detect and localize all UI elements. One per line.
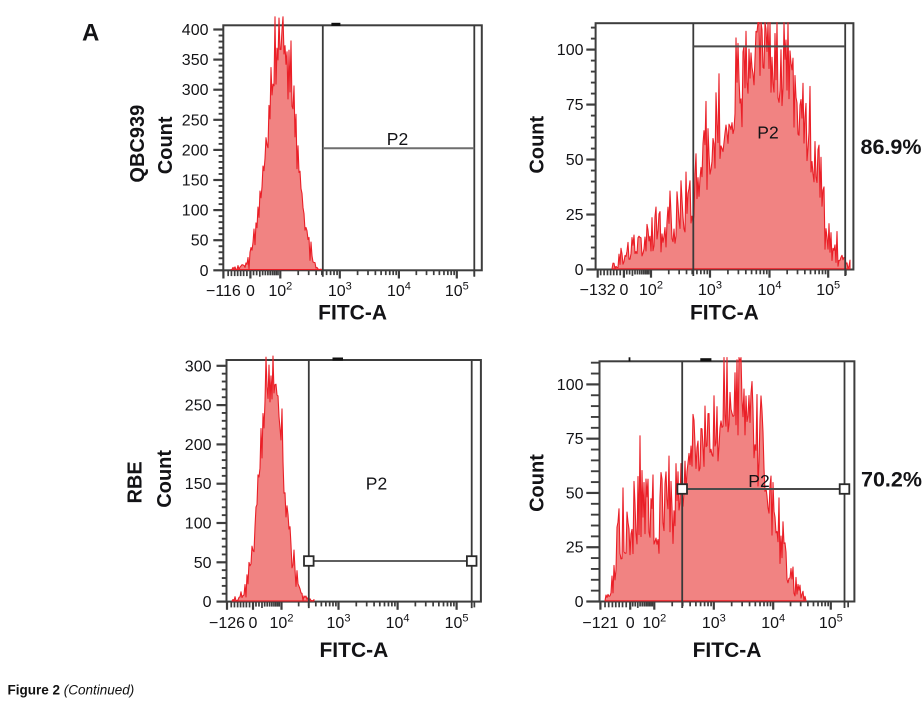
svg-text:FITC-A: FITC-A <box>319 639 388 662</box>
svg-text:−116: −116 <box>206 283 241 300</box>
svg-text:P2: P2 <box>748 471 769 491</box>
svg-text:0: 0 <box>626 615 635 632</box>
svg-text:350: 350 <box>182 52 209 69</box>
svg-text:75: 75 <box>566 431 584 448</box>
svg-text:100: 100 <box>557 42 584 59</box>
svg-text:250: 250 <box>182 112 209 129</box>
svg-text:50: 50 <box>194 555 212 572</box>
svg-text:70.2%: 70.2% <box>861 467 922 491</box>
svg-text:250: 250 <box>185 398 212 415</box>
svg-text:RBE: RBE <box>125 461 147 503</box>
svg-text:QBC939: QBC939 <box>127 105 149 183</box>
svg-text:50: 50 <box>566 485 584 502</box>
svg-text:0: 0 <box>619 282 628 299</box>
svg-text:25: 25 <box>566 207 584 224</box>
svg-text:−121: −121 <box>582 615 618 632</box>
svg-text:300: 300 <box>185 358 212 375</box>
svg-text:86.9%: 86.9% <box>861 135 922 159</box>
svg-text:−132: −132 <box>580 282 616 299</box>
svg-text:0: 0 <box>203 594 212 611</box>
svg-text:75: 75 <box>566 97 584 114</box>
svg-text:25: 25 <box>566 540 584 557</box>
svg-text:400: 400 <box>182 22 209 39</box>
svg-text:FITC-A: FITC-A <box>693 639 762 662</box>
svg-text:100: 100 <box>185 516 212 533</box>
svg-text:Figure 2 (Continued): Figure 2 (Continued) <box>8 683 135 698</box>
svg-text:100: 100 <box>557 377 584 394</box>
svg-text:50: 50 <box>191 233 209 250</box>
svg-text:−126: −126 <box>209 615 245 632</box>
svg-text:0: 0 <box>200 263 209 280</box>
svg-text:200: 200 <box>182 142 209 159</box>
svg-text:Count: Count <box>154 450 176 508</box>
svg-text:Count: Count <box>527 115 549 173</box>
svg-text:P2: P2 <box>757 122 778 142</box>
svg-text:0: 0 <box>246 283 255 300</box>
svg-text:0: 0 <box>575 262 584 279</box>
svg-text:P2: P2 <box>387 129 408 149</box>
svg-text:200: 200 <box>185 437 212 454</box>
svg-text:50: 50 <box>566 152 584 169</box>
svg-text:150: 150 <box>182 173 209 190</box>
svg-text:FITC-A: FITC-A <box>690 302 759 325</box>
svg-text:Count: Count <box>155 116 177 174</box>
svg-text:P2: P2 <box>366 473 387 493</box>
svg-text:300: 300 <box>182 82 209 99</box>
svg-text:0: 0 <box>249 615 258 632</box>
svg-text:150: 150 <box>185 476 212 493</box>
svg-text:A: A <box>82 20 99 47</box>
svg-text:FITC-A: FITC-A <box>318 302 387 325</box>
svg-text:100: 100 <box>182 203 209 220</box>
svg-text:Count: Count <box>527 454 549 512</box>
svg-text:0: 0 <box>575 594 584 611</box>
